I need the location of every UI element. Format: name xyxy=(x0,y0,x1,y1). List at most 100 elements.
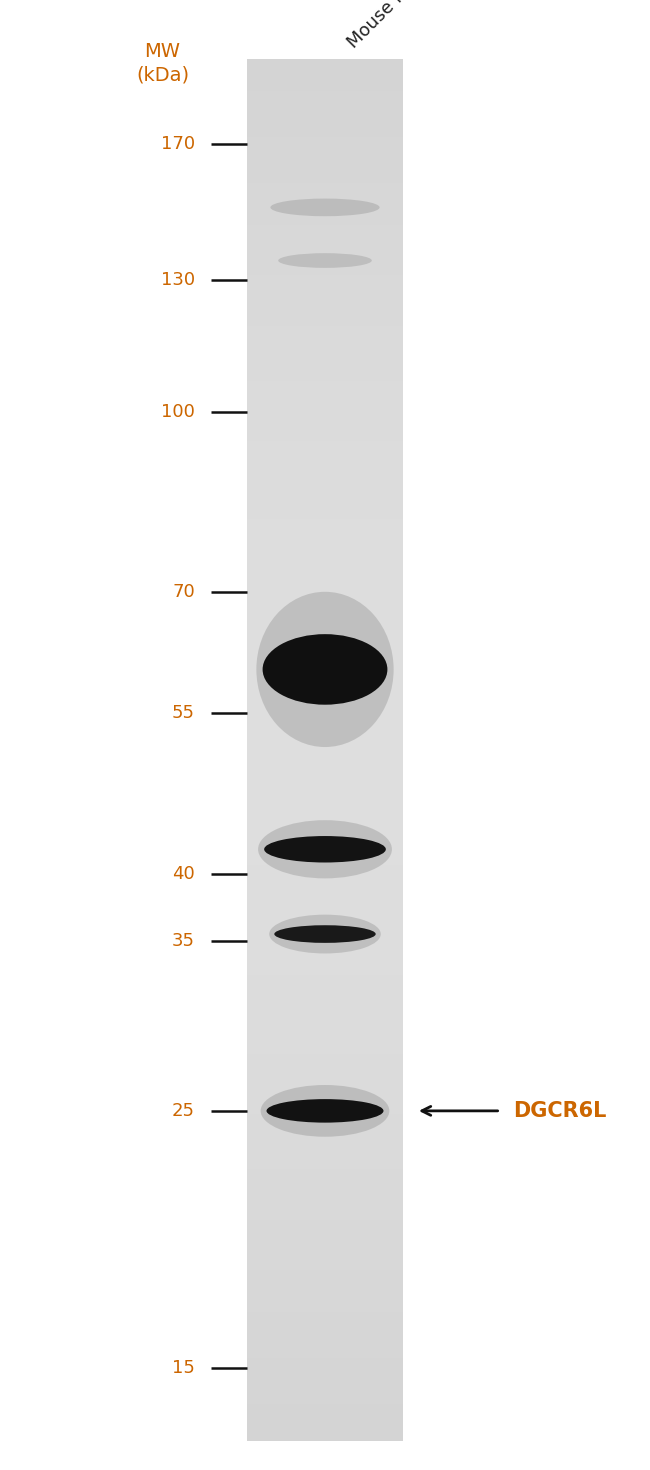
Bar xyxy=(247,1247,403,1252)
Bar xyxy=(247,1026,403,1030)
Bar xyxy=(247,413,403,417)
Bar xyxy=(247,441,403,445)
Bar xyxy=(247,1160,403,1164)
Bar xyxy=(247,616,403,620)
Bar xyxy=(247,888,403,892)
Bar xyxy=(247,588,403,592)
Bar xyxy=(247,1367,403,1372)
Bar xyxy=(247,1257,403,1261)
Bar xyxy=(247,907,403,911)
Bar xyxy=(247,279,403,285)
Bar xyxy=(247,897,403,901)
Bar xyxy=(247,750,403,754)
Bar xyxy=(247,1283,403,1289)
Bar xyxy=(247,68,403,72)
Bar xyxy=(247,1270,403,1274)
Bar xyxy=(247,266,403,270)
Bar xyxy=(247,432,403,437)
Ellipse shape xyxy=(261,1085,389,1136)
Bar xyxy=(247,916,403,920)
Bar xyxy=(247,216,403,220)
Bar xyxy=(247,1421,403,1427)
Bar xyxy=(247,575,403,579)
Bar xyxy=(247,1072,403,1076)
Bar xyxy=(247,381,403,385)
Bar xyxy=(247,1003,403,1007)
Bar xyxy=(247,1183,403,1188)
Bar xyxy=(247,709,403,713)
Bar xyxy=(247,620,403,625)
Bar xyxy=(247,478,403,482)
Bar xyxy=(247,201,403,206)
Text: 35: 35 xyxy=(172,932,195,950)
Bar xyxy=(247,303,403,307)
Bar xyxy=(247,1155,403,1160)
Bar xyxy=(247,929,403,933)
Bar xyxy=(247,335,403,340)
Bar xyxy=(247,800,403,806)
Bar xyxy=(247,409,403,413)
Bar xyxy=(247,1058,403,1063)
Bar xyxy=(247,1330,403,1335)
Bar xyxy=(247,1298,403,1302)
Bar xyxy=(247,391,403,395)
Bar xyxy=(247,1017,403,1022)
Bar xyxy=(247,985,403,989)
Bar xyxy=(247,538,403,542)
Bar xyxy=(247,363,403,368)
Bar xyxy=(247,1372,403,1376)
Bar xyxy=(247,1432,403,1436)
Bar xyxy=(247,1007,403,1013)
Bar xyxy=(247,1045,403,1050)
Bar xyxy=(247,1035,403,1039)
Bar xyxy=(247,423,403,428)
Bar xyxy=(247,316,403,322)
Bar xyxy=(247,450,403,454)
Bar xyxy=(247,151,403,156)
Ellipse shape xyxy=(278,253,372,268)
Bar xyxy=(247,1316,403,1322)
Bar xyxy=(247,501,403,506)
Bar xyxy=(247,1242,403,1247)
Bar xyxy=(247,823,403,828)
Bar xyxy=(247,1302,403,1307)
Bar xyxy=(247,1123,403,1127)
Bar xyxy=(247,1344,403,1348)
Bar xyxy=(247,1266,403,1270)
Bar xyxy=(247,1307,403,1311)
Bar xyxy=(247,178,403,184)
Bar xyxy=(247,534,403,538)
Bar xyxy=(247,1039,403,1045)
Bar xyxy=(247,465,403,469)
Text: 15: 15 xyxy=(172,1360,195,1377)
Bar xyxy=(247,976,403,980)
Bar xyxy=(247,842,403,847)
Bar xyxy=(247,562,403,566)
Bar xyxy=(247,82,403,87)
Bar xyxy=(247,1427,403,1432)
Bar xyxy=(247,883,403,888)
Bar xyxy=(247,875,403,879)
Bar xyxy=(247,184,403,188)
Bar xyxy=(247,864,403,869)
Bar xyxy=(247,957,403,961)
Bar xyxy=(247,253,403,257)
Bar xyxy=(247,1214,403,1220)
Bar xyxy=(247,1404,403,1408)
Bar xyxy=(247,1339,403,1344)
Bar xyxy=(247,998,403,1003)
Bar xyxy=(247,731,403,736)
Bar xyxy=(247,1274,403,1279)
Bar xyxy=(247,851,403,856)
Bar xyxy=(247,137,403,141)
Bar xyxy=(247,1391,403,1395)
Bar xyxy=(247,1326,403,1330)
Bar xyxy=(247,247,403,253)
Bar xyxy=(247,445,403,450)
Bar xyxy=(247,1114,403,1119)
Bar xyxy=(247,1436,403,1441)
Bar xyxy=(247,1119,403,1123)
Bar xyxy=(247,1095,403,1100)
Bar xyxy=(247,556,403,562)
Bar xyxy=(247,59,403,63)
